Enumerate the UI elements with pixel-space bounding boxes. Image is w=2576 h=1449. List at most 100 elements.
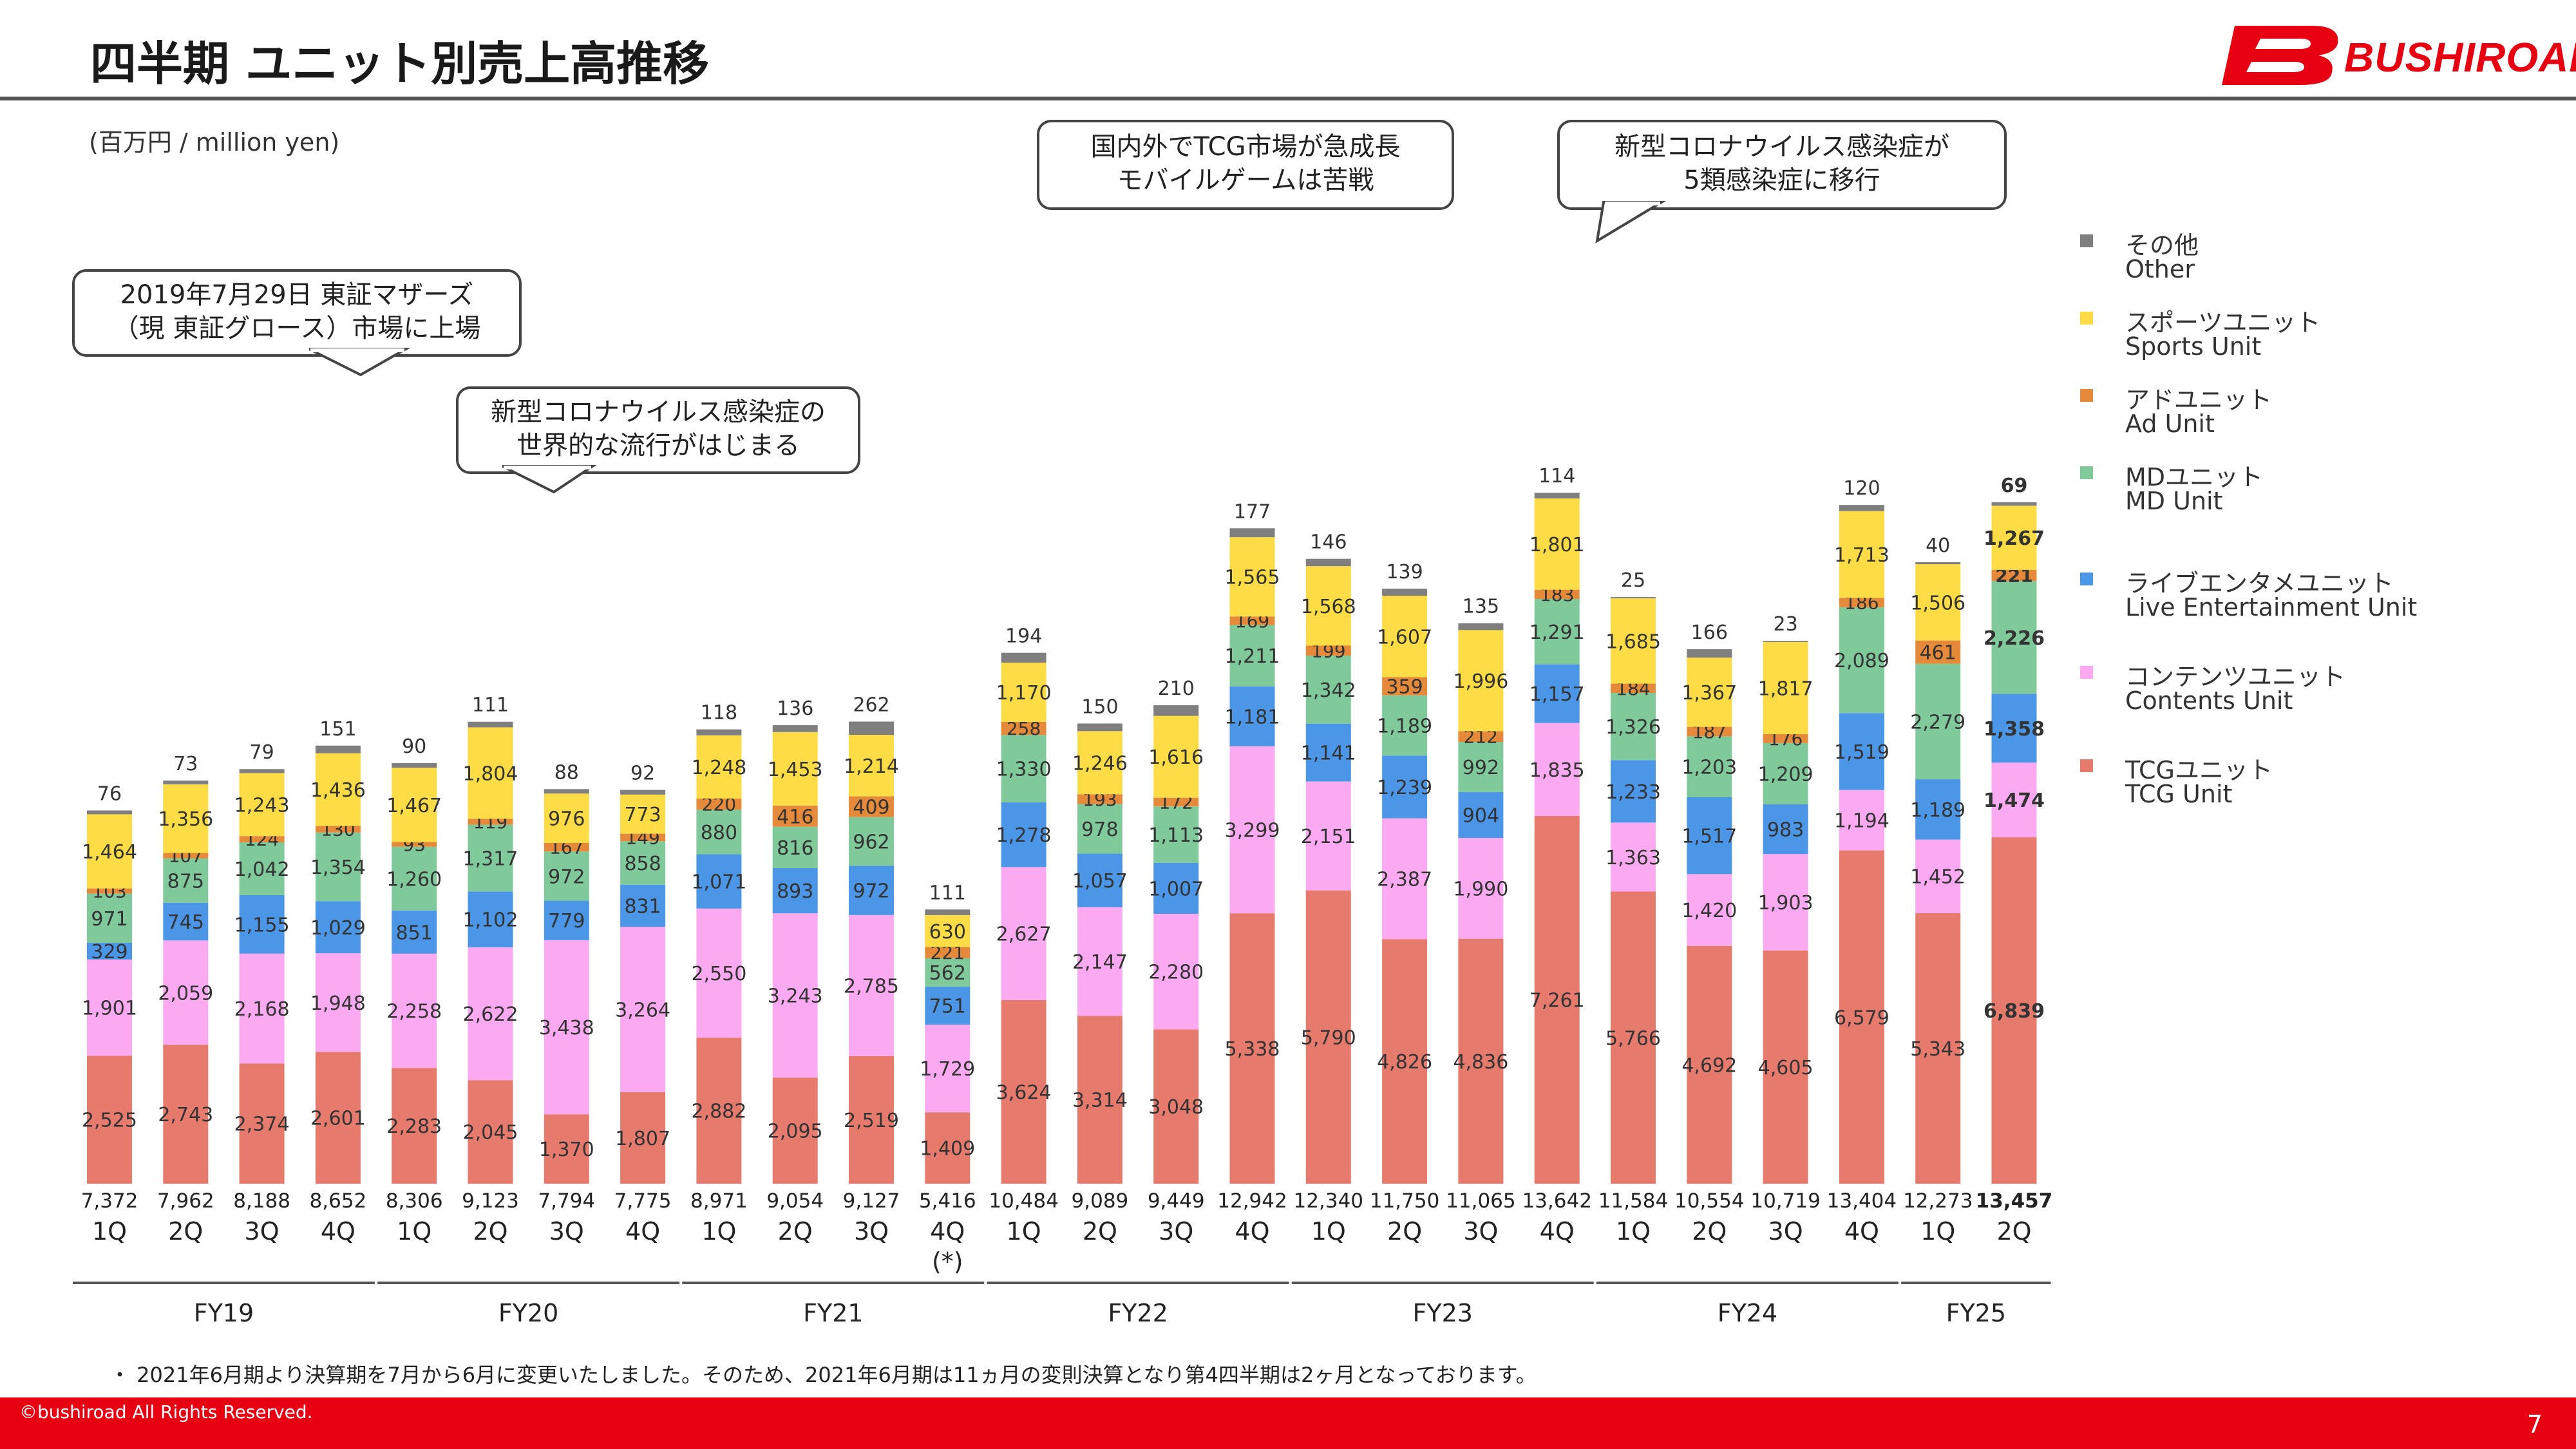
bar-segment	[1077, 731, 1122, 795]
bar-segment	[1763, 743, 1808, 804]
bar-segment	[1001, 662, 1046, 722]
fy-label: FY21	[803, 1299, 863, 1327]
data-label-other: 166	[1691, 621, 1728, 644]
bar-segment	[1534, 498, 1580, 590]
data-label: 1,181	[1225, 706, 1280, 728]
bar-segment	[87, 810, 132, 815]
data-label: 3,299	[1225, 819, 1280, 842]
bar-segment	[620, 927, 666, 1092]
data-label: 1,363	[1605, 847, 1661, 869]
data-label: 1,102	[463, 909, 518, 932]
data-label-other: 139	[1386, 561, 1423, 583]
bar-segment	[163, 858, 209, 903]
bar-segment	[87, 1056, 132, 1184]
quarter-label: 3Q	[1159, 1217, 1193, 1245]
quarter-label: 2Q	[1692, 1217, 1727, 1245]
callout-listing-tail	[309, 348, 411, 377]
data-label: 1,903	[1758, 892, 1814, 914]
bar-segment	[1611, 693, 1656, 761]
bar-segment	[1382, 589, 1428, 596]
legend-swatch	[2080, 312, 2093, 325]
bar-segment	[392, 1068, 437, 1184]
bar-segment	[392, 842, 437, 847]
data-label-other: 262	[853, 694, 889, 716]
bar-segment	[1153, 715, 1199, 798]
data-label: 1,713	[1834, 544, 1889, 567]
data-label: 2,059	[158, 982, 213, 1005]
page-title: 四半期 ユニット別売上高推移	[90, 37, 710, 91]
data-label-other: 135	[1463, 596, 1499, 618]
data-label: 1,464	[82, 841, 137, 864]
data-label: 1,358	[1984, 718, 2045, 741]
bar-segment	[1687, 736, 1732, 797]
fy-label: FY19	[194, 1299, 254, 1327]
data-label: 6,839	[1984, 1000, 2045, 1023]
bar-segment	[1534, 599, 1580, 665]
bar-segment	[163, 781, 209, 784]
data-label: 893	[777, 880, 813, 903]
footnote: ・ 2021年6月期より決算期を7月から6月に変更いたしました。そのため、202…	[109, 1363, 1537, 1387]
quarter-label: 3Q	[245, 1217, 279, 1245]
quarter-label: 1Q	[397, 1217, 431, 1245]
bar-segment	[544, 789, 589, 794]
total-label: 12,340	[1294, 1189, 1363, 1213]
bar-segment	[925, 1112, 971, 1184]
bar-segment	[392, 763, 437, 768]
bar-segment	[620, 790, 666, 795]
bar-segment	[772, 1077, 818, 1184]
bar-segment	[315, 826, 361, 833]
bar-segment	[696, 799, 742, 810]
data-label: 2,743	[158, 1104, 213, 1126]
total-label: 9,127	[843, 1189, 900, 1213]
total-label: 12,273	[1903, 1189, 1973, 1213]
data-label: 976	[548, 808, 585, 831]
bar-segment	[239, 842, 285, 895]
bar-segment	[315, 753, 361, 826]
quarter-label: 4Q	[1844, 1217, 1879, 1245]
data-label: 3,264	[615, 999, 670, 1022]
data-label: 2,519	[844, 1110, 899, 1132]
legend-swatch	[2080, 234, 2093, 247]
data-label: 971	[91, 908, 128, 931]
bar-segment	[696, 908, 742, 1038]
data-label: 5,343	[1910, 1038, 1965, 1061]
bar-segment	[315, 745, 361, 753]
bar-segment	[544, 843, 589, 852]
data-label: 1,209	[1758, 763, 1814, 786]
data-label: 1,189	[1910, 799, 1965, 822]
data-label: 1,453	[768, 759, 823, 781]
total-label: 8,971	[690, 1189, 748, 1213]
data-label: 1,267	[1984, 527, 2045, 550]
data-label: 1,901	[82, 998, 137, 1020]
data-label: 2,279	[1910, 711, 1965, 734]
data-label: 630	[929, 921, 966, 943]
fy-label: FY24	[1718, 1299, 1777, 1327]
data-label: 1,990	[1453, 878, 1508, 900]
data-label-other: 150	[1081, 696, 1118, 718]
bar-segment	[1534, 723, 1580, 816]
fy-label: FY20	[498, 1299, 558, 1327]
bar-segment	[468, 947, 513, 1081]
title-divider	[0, 97, 2576, 100]
bar-segment	[772, 913, 818, 1078]
bar-segment	[1001, 652, 1046, 663]
bar-segment	[239, 1063, 285, 1184]
data-label: 3,243	[768, 985, 823, 1008]
bar-segment	[1229, 537, 1275, 617]
bar-segment	[1458, 623, 1504, 630]
data-label: 1,607	[1377, 626, 1432, 649]
unit-label: (百万円 / million yen)	[89, 128, 340, 156]
bar-segment	[1153, 797, 1199, 807]
data-label: 1,233	[1605, 781, 1661, 804]
data-label: 1,330	[996, 759, 1052, 781]
data-label: 978	[1081, 819, 1118, 841]
data-label: 1,565	[1225, 567, 1280, 589]
bar-segment	[239, 953, 285, 1064]
bar-segment	[239, 773, 285, 837]
data-label: 1,420	[1681, 900, 1737, 922]
data-label: 2,627	[996, 923, 1052, 946]
bar-segment	[87, 959, 132, 1056]
data-label: 875	[167, 870, 204, 893]
data-label: 461	[1920, 642, 1956, 665]
data-label: 2,525	[82, 1110, 137, 1132]
